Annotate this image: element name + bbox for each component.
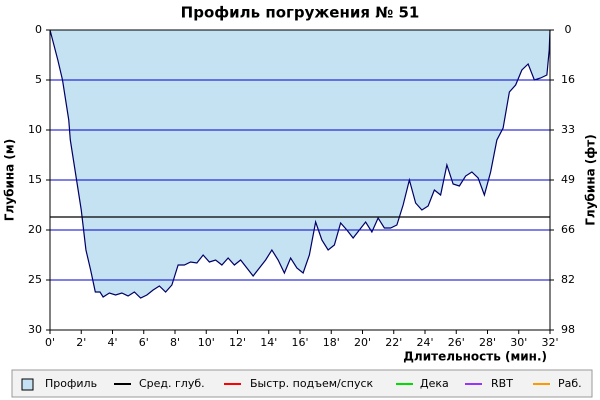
x-tick-label: 2': [76, 336, 86, 349]
y2-tick-label: 49: [561, 173, 575, 186]
legend-box: [11, 369, 593, 398]
legend-label: RBT: [491, 377, 513, 390]
x-tick-label: 4': [107, 336, 117, 349]
x-tick-label: 10': [198, 336, 215, 349]
x-tick-label: 20': [354, 336, 371, 349]
legend-label: Сред. глуб.: [139, 377, 205, 390]
y2-tick-label: 82: [561, 273, 575, 286]
legend-label: Дека: [420, 377, 449, 390]
y-tick-label: 20: [28, 223, 42, 236]
x-tick-label: 24': [416, 336, 433, 349]
y2-tick-label: 33: [561, 123, 575, 136]
y-tick-label: 5: [35, 73, 42, 86]
x-tick-label: 6': [139, 336, 149, 349]
plot-border: [49, 29, 551, 331]
profile-area: [50, 30, 550, 298]
chart-title: Профиль погружения № 51: [181, 4, 420, 22]
x-tick-label: 18': [323, 336, 340, 349]
legend-label: Профиль: [45, 377, 97, 390]
x-tick-label: 28': [479, 336, 496, 349]
y2-tick-label: 98: [561, 323, 575, 336]
legend-label: Раб.: [558, 377, 582, 390]
x-axis-label: Длительность (мин.): [403, 350, 547, 364]
y2-tick-label: 0: [565, 23, 572, 36]
y-tick-label: 30: [28, 323, 42, 336]
y-tick-label: 0: [35, 23, 42, 36]
y2-tick-label: 66: [561, 223, 575, 236]
x-tick-label: 26': [448, 336, 465, 349]
x-tick-label: 0': [45, 336, 55, 349]
legend-label: Быстр. подъем/спуск: [250, 377, 374, 390]
y-tick-label: 15: [28, 173, 42, 186]
y2-axis-label: Глубина (фт): [584, 134, 598, 225]
y-axis-label: Глубина (м): [3, 139, 17, 221]
profile-line: [49, 29, 551, 299]
x-tick-label: 14': [260, 336, 277, 349]
x-tick-label: 8': [170, 336, 180, 349]
y-tick-label: 10: [28, 123, 42, 136]
y2-tick-label: 16: [561, 73, 575, 86]
legend-swatch: [21, 378, 34, 391]
y-tick-label: 25: [28, 273, 42, 286]
x-tick-label: 16': [291, 336, 308, 349]
x-tick-label: 32': [541, 336, 558, 349]
x-tick-label: 22': [385, 336, 402, 349]
x-tick-label: 12': [229, 336, 246, 349]
x-tick-label: 30': [510, 336, 527, 349]
